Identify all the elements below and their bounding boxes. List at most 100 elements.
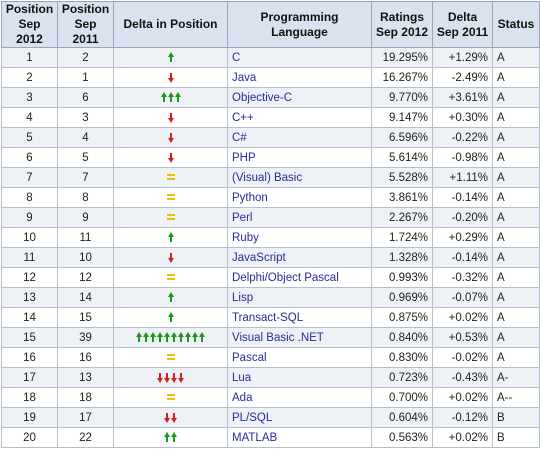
- position-2011-cell: 17: [57, 407, 114, 428]
- down-arrow-icon: [164, 412, 170, 423]
- up-arrow-icon: [164, 431, 170, 442]
- position-2012-cell: 14: [1, 307, 58, 328]
- rating-cell: 0.723%: [371, 367, 433, 388]
- position-2011-cell: 7: [57, 167, 114, 188]
- language-link[interactable]: C++: [227, 107, 372, 128]
- language-link[interactable]: (Visual) Basic: [227, 167, 372, 188]
- position-2012-cell: 5: [1, 127, 58, 148]
- up-arrow-icon: [171, 331, 177, 342]
- language-link[interactable]: PHP: [227, 147, 372, 168]
- delta-rating-cell: -0.14%: [432, 187, 493, 208]
- ranking-table: Position Sep 2012 Position Sep 2011 Delta …: [1, 1, 540, 448]
- up-arrow-icon: [185, 331, 191, 342]
- equal-icon: [166, 394, 175, 401]
- header-row: Position Sep 2012 Position Sep 2011 Delta …: [1, 1, 540, 48]
- position-2011-cell: 12: [57, 267, 114, 288]
- delta-position-cell: [113, 367, 228, 388]
- delta-position-cell: [113, 167, 228, 188]
- language-link[interactable]: C#: [227, 127, 372, 148]
- position-2012-cell: 9: [1, 207, 58, 228]
- header-position-2011-l1: Position Sep 2011: [61, 2, 110, 46]
- rating-cell: 0.830%: [371, 347, 433, 368]
- status-cell: A: [492, 327, 540, 348]
- delta-rating-cell: -0.07%: [432, 287, 493, 308]
- rating-cell: 1.328%: [371, 247, 433, 268]
- down-arrow-icon: [167, 152, 174, 163]
- position-2011-cell: 10: [57, 247, 114, 268]
- position-2012-cell: 19: [1, 407, 58, 428]
- rating-cell: 0.604%: [371, 407, 433, 428]
- position-2012-cell: 7: [1, 167, 58, 188]
- equal-icon: [166, 214, 175, 221]
- equal-icon: [166, 174, 175, 181]
- up-arrow-icon: [167, 231, 174, 242]
- delta-position-cell: [113, 387, 228, 408]
- header-ratings-l1: Ratings Sep 2012: [375, 9, 429, 39]
- language-link[interactable]: C: [227, 47, 372, 68]
- up-arrow-icon: [136, 331, 142, 342]
- language-link[interactable]: Ada: [227, 387, 372, 408]
- header-position-2012: Position Sep 2012: [1, 1, 58, 48]
- table-row: 16 16 Pascal 0.830% -0.02% A: [1, 347, 540, 368]
- language-link[interactable]: Visual Basic .NET: [227, 327, 372, 348]
- rating-cell: 0.969%: [371, 287, 433, 308]
- language-link[interactable]: PL/SQL: [227, 407, 372, 428]
- status-cell: A: [492, 347, 540, 368]
- language-link[interactable]: JavaScript: [227, 247, 372, 268]
- delta-rating-cell: +0.30%: [432, 107, 493, 128]
- delta-rating-cell: +0.29%: [432, 227, 493, 248]
- table-row: 20 22 MATLAB 0.563% +0.02% B: [1, 427, 540, 448]
- down-arrow-icon: [157, 372, 163, 383]
- language-link[interactable]: Perl: [227, 207, 372, 228]
- status-cell: A: [492, 127, 540, 148]
- position-2011-cell: 2: [57, 47, 114, 68]
- language-link[interactable]: Objective-C: [227, 87, 372, 108]
- language-link[interactable]: Delphi/Object Pascal: [227, 267, 372, 288]
- down-arrow-icon: [171, 412, 177, 423]
- language-link[interactable]: Transact-SQL: [227, 307, 372, 328]
- up-arrow-icon: [150, 331, 156, 342]
- language-link[interactable]: Lisp: [227, 287, 372, 308]
- rating-cell: 0.993%: [371, 267, 433, 288]
- delta-position-cell: [113, 67, 228, 88]
- table-row: 7 7 (Visual) Basic 5.528% +1.11% A: [1, 167, 540, 188]
- delta-rating-cell: -0.14%: [432, 247, 493, 268]
- down-arrow-icon: [178, 372, 184, 383]
- header-ratings: Ratings Sep 2012: [371, 1, 433, 48]
- status-cell: A: [492, 307, 540, 328]
- language-link[interactable]: Pascal: [227, 347, 372, 368]
- status-cell: B: [492, 427, 540, 448]
- header-delta-rating-l1: Delta Sep 2011: [436, 9, 489, 39]
- language-link[interactable]: Java: [227, 67, 372, 88]
- equal-icon: [166, 354, 175, 361]
- status-cell: A: [492, 167, 540, 188]
- position-2011-cell: 13: [57, 367, 114, 388]
- up-arrow-icon: [171, 431, 177, 442]
- position-2011-cell: 6: [57, 87, 114, 108]
- rating-cell: 16.267%: [371, 67, 433, 88]
- delta-rating-cell: +3.61%: [432, 87, 493, 108]
- language-link[interactable]: Lua: [227, 367, 372, 388]
- position-2011-cell: 16: [57, 347, 114, 368]
- position-2011-cell: 9: [57, 207, 114, 228]
- language-link[interactable]: MATLAB: [227, 427, 372, 448]
- delta-rating-cell: +0.02%: [432, 427, 493, 448]
- up-arrow-icon: [167, 51, 174, 62]
- down-arrow-icon: [167, 252, 174, 263]
- header-delta-position: Delta in Position: [113, 1, 228, 48]
- up-arrow-icon: [167, 91, 174, 102]
- language-link[interactable]: Ruby: [227, 227, 372, 248]
- rating-cell: 2.267%: [371, 207, 433, 228]
- status-cell: B: [492, 407, 540, 428]
- status-cell: A: [492, 147, 540, 168]
- equal-icon: [166, 194, 175, 201]
- delta-position-cell: [113, 247, 228, 268]
- status-cell: A: [492, 87, 540, 108]
- delta-position-cell: [113, 227, 228, 248]
- position-2012-cell: 18: [1, 387, 58, 408]
- language-link[interactable]: Python: [227, 187, 372, 208]
- table-row: 5 4 C# 6.596% -0.22% A: [1, 127, 540, 148]
- up-arrow-icon: [167, 311, 174, 322]
- up-arrow-icon: [178, 331, 184, 342]
- rating-cell: 5.528%: [371, 167, 433, 188]
